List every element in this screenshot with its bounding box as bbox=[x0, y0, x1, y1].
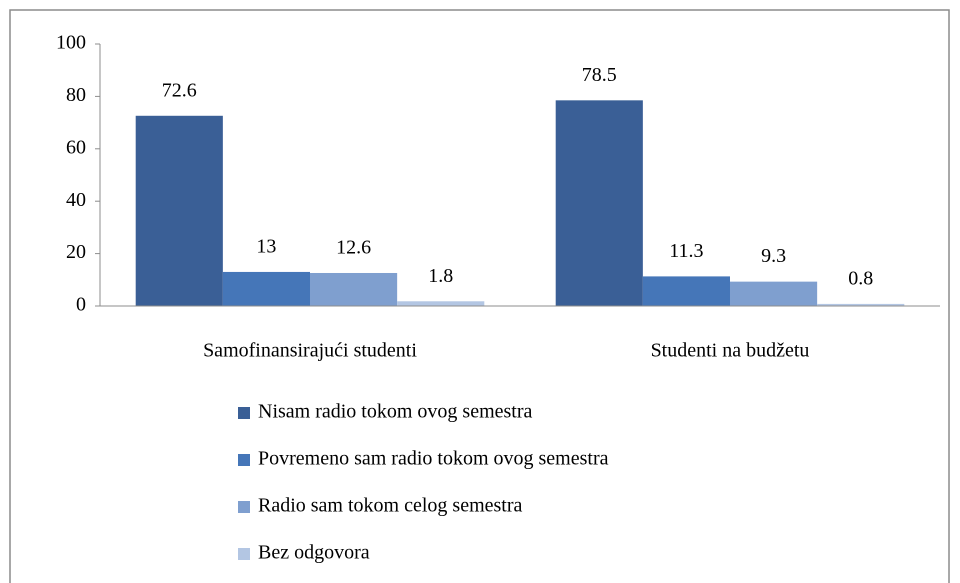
bar bbox=[135, 115, 223, 307]
y-tick-label: 100 bbox=[56, 32, 86, 54]
data-label: 72.6 bbox=[162, 79, 197, 101]
legend-swatch bbox=[238, 407, 250, 419]
y-tick-label: 40 bbox=[66, 189, 86, 211]
y-tick-label: 80 bbox=[66, 84, 86, 106]
bar bbox=[555, 100, 643, 306]
data-label: 78.5 bbox=[582, 64, 617, 86]
legend-swatch bbox=[238, 548, 250, 560]
legend-swatch bbox=[238, 454, 250, 466]
data-label: 0.8 bbox=[848, 267, 873, 289]
legend-swatch bbox=[238, 501, 250, 513]
bar bbox=[310, 272, 398, 306]
y-tick-label: 0 bbox=[76, 294, 86, 316]
x-tick-label: Studenti na budžetu bbox=[651, 340, 810, 362]
y-tick-label: 20 bbox=[66, 241, 86, 263]
legend-label: Nisam radio tokom ovog semestra bbox=[258, 401, 533, 423]
bar bbox=[222, 271, 310, 306]
bar bbox=[642, 276, 730, 306]
legend-label: Radio sam tokom celog semestra bbox=[258, 495, 523, 517]
data-label: 13 bbox=[256, 236, 276, 258]
legend-label: Bez odgovora bbox=[258, 542, 370, 564]
x-tick-label: Samofinansirajući studenti bbox=[203, 340, 417, 362]
data-label: 1.8 bbox=[428, 265, 453, 287]
data-label: 11.3 bbox=[669, 240, 703, 262]
data-label: 12.6 bbox=[336, 237, 371, 259]
data-label: 9.3 bbox=[761, 245, 786, 267]
bar bbox=[730, 281, 818, 306]
bar bbox=[397, 301, 485, 306]
legend-label: Povremeno sam radio tokom ovog semestra bbox=[258, 448, 609, 470]
bar bbox=[817, 303, 905, 306]
y-tick-label: 60 bbox=[66, 136, 86, 158]
